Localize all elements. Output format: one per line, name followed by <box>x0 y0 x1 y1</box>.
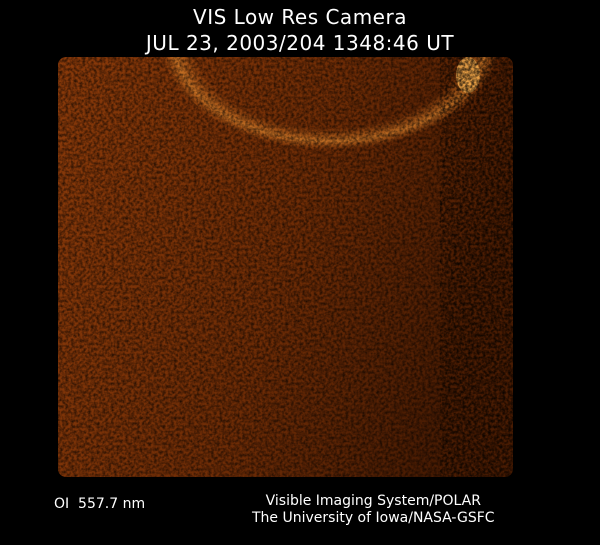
image-noise <box>58 57 513 477</box>
credit-line-2: The University of Iowa/NASA-GSFC <box>252 510 495 526</box>
image-edge-dropout <box>440 57 513 477</box>
credit-block: Visible Imaging System/POLAR The Univers… <box>252 493 495 527</box>
image-title: VIS Low Res Camera <box>193 5 407 29</box>
wavelength-label: OI 557.7 nm <box>54 496 146 512</box>
credit-line-1: Visible Imaging System/POLAR <box>265 493 481 509</box>
image-timestamp: JUL 23, 2003/204 1348:46 UT <box>145 31 455 55</box>
